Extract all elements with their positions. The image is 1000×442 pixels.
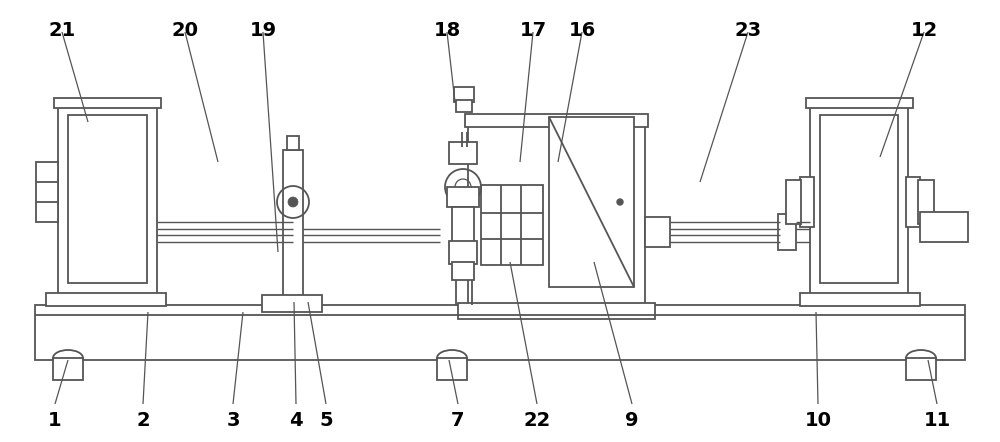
Bar: [437, 358, 467, 380]
Bar: [806, 98, 913, 108]
Text: 9: 9: [625, 412, 639, 430]
Bar: [468, 120, 645, 305]
Text: 5: 5: [319, 412, 333, 430]
Bar: [820, 115, 898, 283]
Text: 7: 7: [451, 412, 465, 430]
Bar: [54, 98, 161, 108]
Bar: [35, 305, 965, 360]
Text: 19: 19: [249, 22, 277, 40]
Bar: [449, 142, 477, 164]
Bar: [449, 241, 477, 264]
Circle shape: [288, 197, 298, 207]
Text: 16: 16: [568, 22, 596, 40]
Bar: [810, 103, 908, 295]
Text: 3: 3: [226, 412, 240, 430]
Bar: [58, 103, 157, 295]
Bar: [262, 295, 322, 312]
Bar: [920, 212, 968, 242]
Text: 20: 20: [172, 22, 198, 40]
Circle shape: [617, 199, 623, 205]
Bar: [800, 177, 814, 227]
Text: 10: 10: [804, 412, 832, 430]
Bar: [447, 187, 479, 207]
Bar: [452, 207, 474, 242]
Bar: [645, 217, 670, 247]
Bar: [46, 293, 166, 306]
Text: 17: 17: [519, 22, 547, 40]
Text: 1: 1: [48, 412, 62, 430]
Bar: [454, 87, 474, 102]
Bar: [906, 177, 920, 227]
Bar: [36, 162, 58, 222]
Bar: [456, 100, 472, 112]
Text: 18: 18: [433, 22, 461, 40]
Text: 2: 2: [136, 412, 150, 430]
Bar: [800, 293, 920, 306]
Bar: [481, 185, 543, 265]
Bar: [68, 115, 147, 283]
Bar: [53, 358, 83, 380]
Text: 11: 11: [923, 412, 951, 430]
Bar: [283, 150, 303, 300]
Text: 4: 4: [289, 412, 303, 430]
Bar: [452, 262, 474, 280]
Bar: [465, 114, 648, 127]
Bar: [549, 117, 634, 287]
Bar: [906, 358, 936, 380]
Text: 23: 23: [734, 22, 762, 40]
Bar: [778, 214, 796, 250]
Bar: [786, 180, 801, 224]
Bar: [287, 136, 299, 150]
Bar: [458, 303, 655, 319]
Text: 12: 12: [910, 22, 938, 40]
Text: 21: 21: [48, 22, 76, 40]
Bar: [918, 180, 934, 224]
Text: 22: 22: [523, 412, 551, 430]
